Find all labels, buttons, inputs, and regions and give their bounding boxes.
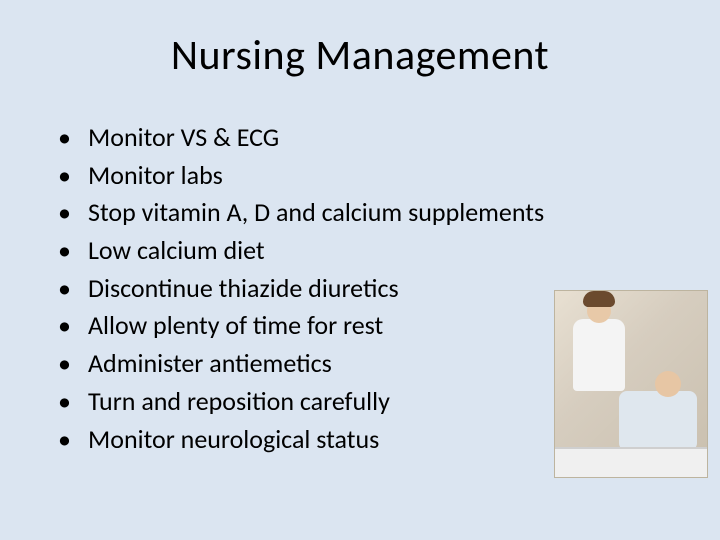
list-item: Low calcium diet [58,232,680,270]
list-item: Stop vitamin A, D and calcium supplement… [58,194,680,232]
list-item: Monitor VS & ECG [58,119,680,157]
patient-figure [619,391,697,451]
hospital-bed [555,447,707,477]
nurse-figure [573,319,625,391]
slide: Nursing Management Monitor VS & ECG Moni… [0,0,720,540]
nurse-patient-image [554,290,708,478]
slide-title: Nursing Management [40,30,680,81]
list-item: Monitor labs [58,157,680,195]
